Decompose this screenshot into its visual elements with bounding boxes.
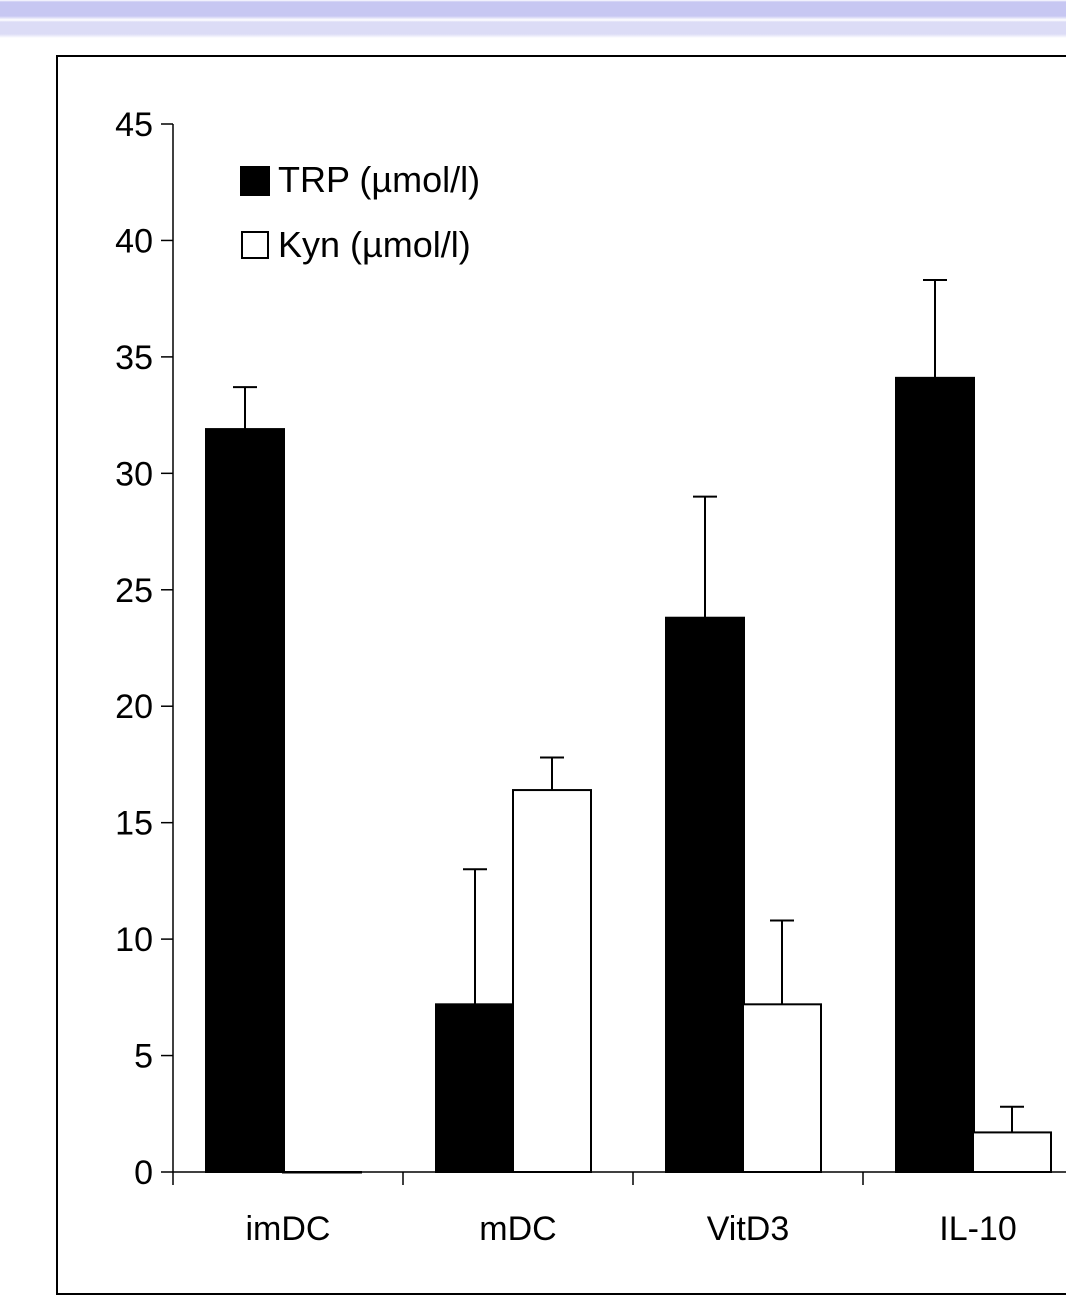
x-tick-label: mDC — [479, 1210, 556, 1248]
legend-swatch-trp — [240, 166, 270, 196]
y-tick-label: 10 — [115, 921, 153, 959]
x-tick-label: IL-10 — [939, 1210, 1017, 1248]
y-axis: 0 5 10 15 20 25 30 35 40 45 — [115, 106, 174, 1192]
legend-label-kyn: Kyn (µmol/l) — [278, 224, 471, 265]
bars — [205, 279, 1052, 1174]
bar-kyn — [972, 1131, 1052, 1174]
x-axis: imDC mDC VitD3 IL-10 — [172, 1171, 1066, 1248]
bar-kyn — [742, 1003, 822, 1173]
legend: TRP (µmol/l) Kyn (µmol/l) — [240, 159, 480, 265]
y-tick-label: 30 — [115, 455, 153, 493]
y-tick-label: 45 — [115, 106, 153, 144]
x-tick-label: VitD3 — [707, 1210, 790, 1248]
y-tick-label: 35 — [115, 339, 153, 377]
x-tick-label: imDC — [246, 1210, 331, 1248]
legend-swatch-kyn — [241, 231, 269, 259]
legend-label-trp: TRP (µmol/l) — [278, 159, 480, 200]
bar-kyn — [282, 1171, 362, 1174]
bar-trp — [205, 428, 285, 1173]
bar-kyn — [512, 789, 592, 1173]
bar-trp — [665, 616, 745, 1173]
y-tick-label: 20 — [115, 688, 153, 726]
y-tick-label: 5 — [134, 1038, 153, 1076]
bar-trp — [435, 1003, 515, 1173]
bar-chart: 0 5 10 15 20 25 30 35 40 45 imDC mDC VitD3 IL-10 TRP… — [115, 106, 1066, 1248]
y-tick-label: 0 — [134, 1154, 153, 1192]
bar-trp — [895, 376, 975, 1173]
y-tick-label: 40 — [115, 222, 153, 260]
top-decorative-band — [0, 0, 1066, 38]
y-tick-label: 25 — [115, 572, 153, 610]
y-tick-label: 15 — [115, 805, 153, 843]
